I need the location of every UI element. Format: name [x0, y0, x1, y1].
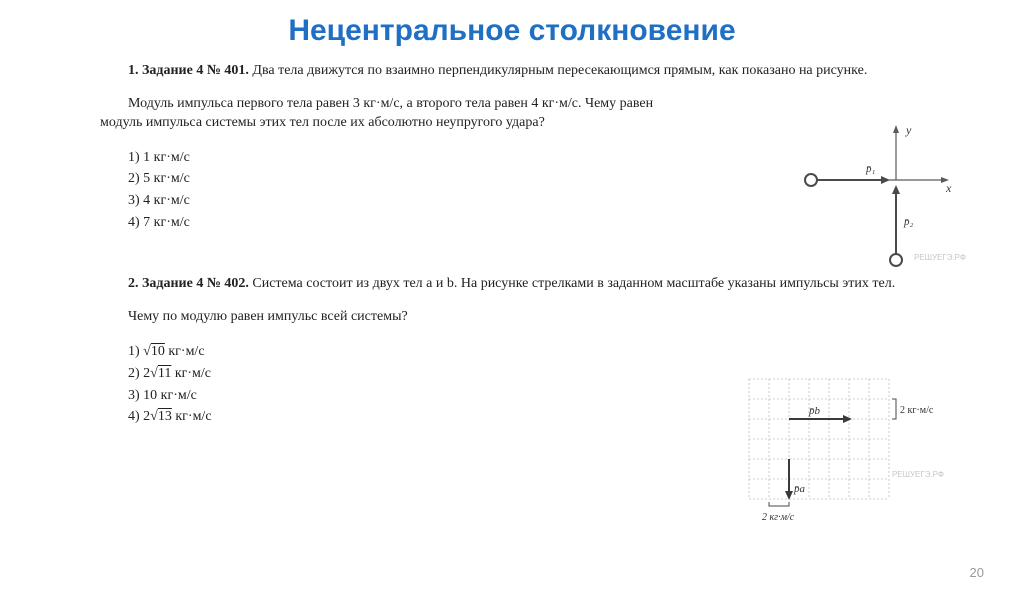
- scale-bottom-label: 2 кг·м/с: [762, 512, 795, 523]
- t2o2-post: кг·м/с: [171, 366, 211, 381]
- pa-label: p̄a: [793, 483, 806, 495]
- t2o4-pre: 4) 2: [128, 409, 150, 424]
- brand-watermark-2: РЕШУЕГЭ.РФ: [892, 470, 944, 479]
- t2o2-rad: 11: [158, 366, 171, 381]
- task1-label: 1. Задание 4 № 401.: [128, 63, 249, 78]
- p2-label: p̄₂: [903, 216, 914, 228]
- task2-header: 2. Задание 4 № 402. Система состоит из д…: [100, 275, 954, 294]
- page-title: Нецентральное столкновение: [0, 14, 1024, 48]
- scale-right-label: 2 кг·м/с: [900, 405, 934, 416]
- pb-label: p̄b: [808, 405, 821, 417]
- p1-label: p̄₁: [865, 163, 876, 175]
- task1-header-text: Два тела движутся по взаимно перпендикул…: [249, 63, 867, 78]
- t2o1-pre: 1): [128, 344, 143, 359]
- t2o4-post: кг·м/с: [172, 409, 212, 424]
- task1-header: 1. Задание 4 № 401. Два тела движутся по…: [100, 62, 954, 81]
- task1-body: Модуль импульса первого тела равен 3 кг·…: [100, 95, 670, 133]
- task2-option-1: 1) √10 кг·м/с: [128, 341, 954, 363]
- axis-y-label: y: [905, 123, 912, 137]
- page-number: 20: [970, 565, 984, 580]
- task2-diagram: p̄b p̄a 2 кг·м/с 2 кг·м/с РЕШУЕГЭ.РФ: [744, 374, 944, 554]
- axis-x-label: x: [945, 181, 952, 195]
- t2o1-rad: 10: [151, 344, 165, 359]
- brand-watermark-1: РЕШУЕГЭ.РФ: [914, 253, 966, 262]
- task1-diagram: y x p̄₁ p̄₂ РЕШУЕГЭ.РФ: [786, 120, 956, 270]
- t2o2-pre: 2) 2: [128, 366, 150, 381]
- task2-header-text: Система состоит из двух тел a и b. На ри…: [249, 276, 895, 291]
- t2o1-post: кг·м/с: [165, 344, 205, 359]
- task2-label: 2. Задание 4 № 402.: [128, 276, 249, 291]
- t2o4-rad: 13: [158, 409, 172, 424]
- task2-body: Чему по модулю равен импульс всей систем…: [100, 308, 954, 327]
